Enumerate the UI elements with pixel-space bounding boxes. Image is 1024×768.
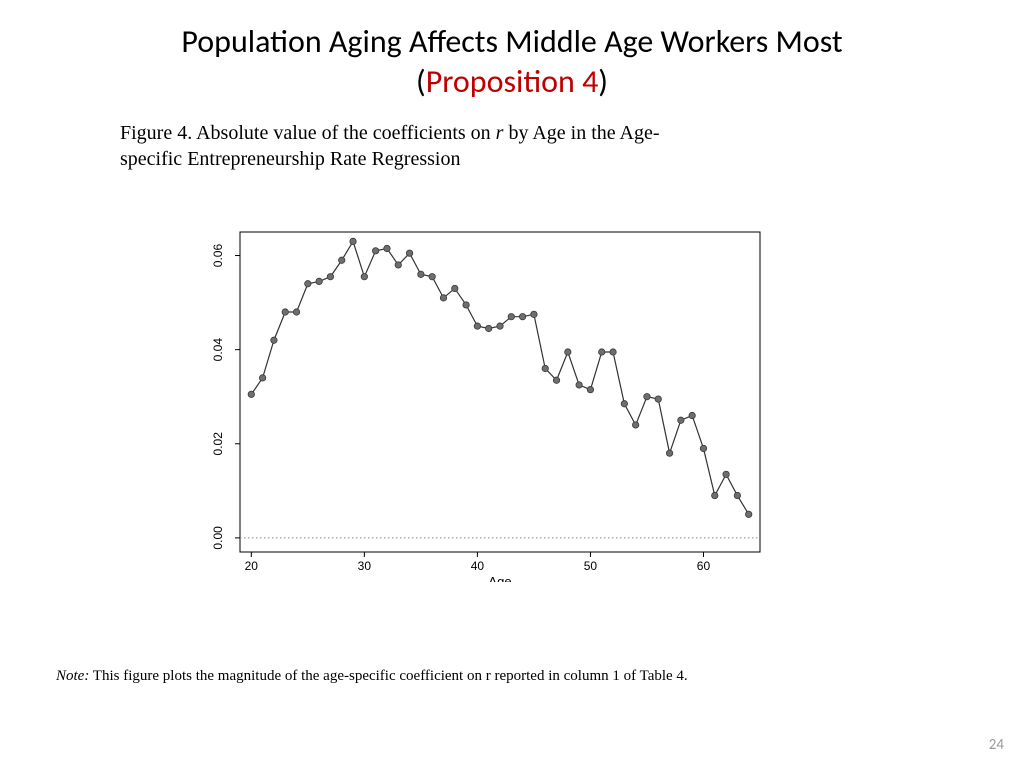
figure-caption: Figure 4. Absolute value of the coeffici… [120,120,680,172]
title-proposition: Proposition 4 [426,62,599,101]
title-paren-close: ) [598,62,608,101]
title-line1: Population Aging Affects Middle Age Work… [181,22,842,61]
svg-text:Age: Age [488,574,511,582]
caption-prefix: Figure 4. Absolute value of the coeffici… [120,122,496,144]
svg-text:0.04: 0.04 [211,338,225,362]
chart-svg: 0.00 0.02 0.04 0.06 20 30 40 50 60 Age [180,222,770,582]
svg-text:0.00: 0.00 [211,526,225,550]
slide: Population Aging Affects Middle Age Work… [0,0,1024,768]
svg-text:30: 30 [358,559,372,573]
svg-text:0.06: 0.06 [211,244,225,268]
note-text: This figure plots the magnitude of the a… [89,668,687,684]
note-label: Note: [56,668,89,684]
svg-text:60: 60 [697,559,711,573]
svg-text:50: 50 [584,559,598,573]
chart: 0.00 0.02 0.04 0.06 20 30 40 50 60 Age [180,222,770,587]
svg-text:20: 20 [245,559,259,573]
svg-text:40: 40 [471,559,485,573]
slide-title: Population Aging Affects Middle Age Work… [0,22,1024,102]
page-number: 24 [989,736,1004,754]
title-paren-open: ( [416,62,426,101]
svg-text:0.02: 0.02 [211,432,225,456]
figure-note: Note: This figure plots the magnitude of… [56,668,956,685]
